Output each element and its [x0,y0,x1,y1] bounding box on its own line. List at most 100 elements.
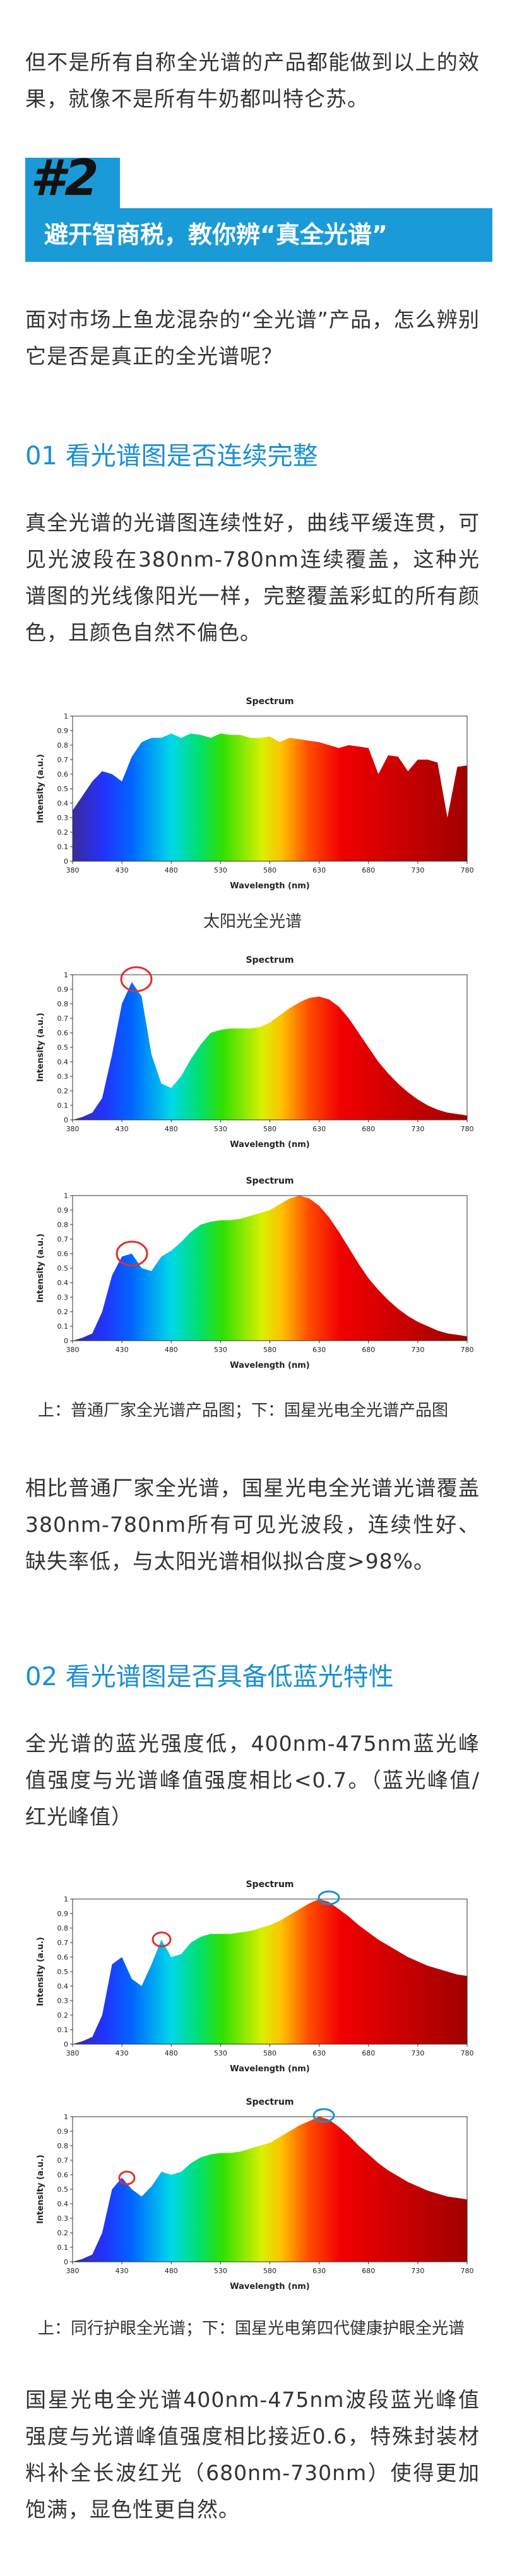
y-tick-label: 1 [64,971,68,979]
x-tick-label: 530 [214,866,227,874]
y-tick-label: 1 [64,1895,68,1903]
chart-title: Spectrum [246,2097,294,2107]
x-tick-label: 430 [116,2267,129,2275]
paragraph: 面对市场上鱼龙混杂的“全光谱”产品，怎么辨别它是否是真正的全光谱呢？ [25,307,480,368]
y-tick-label: 0.5 [57,785,69,793]
x-tick-label: 380 [66,2049,80,2057]
x-tick-label: 380 [66,1346,80,1354]
y-tick-label: 0.8 [57,2142,69,2150]
y-axis-label: Intensity (a.u.) [36,1937,45,2006]
y-tick-label: 0.5 [57,2185,69,2194]
y-tick-label: 0.1 [57,1102,69,1110]
paragraph: 全光谱的蓝光强度低，400nm-475nm蓝光峰值强度与光谱峰值强度相比<0.7… [25,1731,480,1829]
y-tick-label: 0.6 [57,2171,69,2179]
y-tick-label: 0.7 [57,1015,69,1023]
spectrum-area [73,2117,467,2262]
y-tick-label: 0.9 [57,1206,69,1214]
x-tick-label: 680 [362,1125,375,1133]
y-tick-label: 0.5 [57,1968,69,1976]
x-tick-label: 580 [263,2267,276,2275]
x-tick-label: 480 [165,2049,178,2057]
y-tick-label: 0.9 [57,985,69,994]
y-tick-label: 0.5 [57,1044,69,1052]
caption: 上：普通厂家全光谱产品图；下：国星光电全光谱产品图 [38,1401,449,1420]
y-tick-label: 0.2 [57,2011,69,2020]
x-tick-label: 380 [66,866,80,874]
y-tick-label: 0.1 [57,2244,69,2252]
x-tick-label: 630 [312,2049,326,2057]
y-tick-label: 1 [64,712,68,720]
paragraph: 相比普通厂家全光谱，国星光电全光谱光谱覆盖380nm-780nm所有可见光波段，… [25,1476,480,1573]
y-tick-label: 0.7 [57,2156,69,2165]
x-tick-label: 530 [214,2049,227,2057]
x-tick-label: 780 [461,866,474,874]
y-tick-label: 0.5 [57,1264,69,1273]
y-tick-label: 0 [64,2040,68,2049]
y-tick-label: 0.7 [57,1939,69,1947]
y-tick-label: 0.1 [57,843,69,851]
heading: 01 看光谱图是否连续完整 [25,442,318,471]
y-axis-label: Intensity (a.u.) [36,1013,45,1082]
spectrum-chart: Spectrum Wavelength (nm) Intensity (a.u.) 0… [36,955,474,1150]
section-title: 避开智商税，教你辨“真全光谱” [25,208,492,262]
spectrum-chart: Spectrum Wavelength (nm) Intensity (a.u.) 0… [36,2097,474,2291]
chart-title: Spectrum [246,1176,294,1186]
x-tick-label: 480 [165,1125,178,1133]
x-axis-label: Wavelength (nm) [230,881,309,891]
x-tick-label: 780 [461,2267,474,2275]
x-tick-label: 630 [312,2267,326,2275]
y-tick-label: 0.2 [57,1308,69,1316]
y-tick-label: 0.9 [57,727,69,735]
y-tick-label: 0 [64,2258,68,2266]
y-tick-label: 0.1 [57,2026,69,2034]
x-tick-label: 680 [362,2267,375,2275]
x-tick-label: 480 [165,866,178,874]
x-tick-label: 630 [312,866,326,874]
x-tick-label: 530 [214,1346,227,1354]
y-tick-label: 0 [64,857,68,866]
x-axis-label: Wavelength (nm) [230,1361,309,1370]
x-tick-label: 480 [165,1346,178,1354]
y-tick-label: 0.7 [57,1235,69,1244]
y-tick-label: 0.3 [57,1073,69,1081]
x-axis-label: Wavelength (nm) [230,2282,309,2291]
y-tick-label: 1 [64,2113,68,2121]
y-tick-label: 0.2 [57,2229,69,2237]
y-tick-label: 0.3 [57,2214,69,2223]
x-tick-label: 730 [411,2049,424,2057]
y-tick-label: 0.9 [57,1910,69,1918]
x-tick-label: 580 [263,2049,276,2057]
x-tick-label: 730 [411,866,424,874]
y-tick-label: 0.8 [57,741,69,750]
x-tick-label: 430 [116,2049,129,2057]
spectrum-area [73,982,467,1120]
highlight-circle [116,1240,148,1267]
y-tick-label: 0.8 [57,1924,69,1932]
x-tick-label: 530 [214,2267,227,2275]
y-axis-label: Intensity (a.u.) [36,754,45,823]
y-axis-label: Intensity (a.u.) [36,2155,45,2224]
heading: 02 看光谱图是否具备低蓝光特性 [25,1662,394,1691]
spectrum-chart: Spectrum Wavelength (nm) Intensity (a.u.) 0… [36,697,474,891]
y-tick-label: 0.2 [57,828,69,837]
x-tick-label: 630 [312,1346,326,1354]
x-tick-label: 680 [362,2049,375,2057]
x-axis-label: Wavelength (nm) [230,1140,309,1150]
x-tick-label: 530 [214,1125,227,1133]
y-tick-label: 0.4 [57,2200,69,2208]
spectrum-area [73,1899,467,2044]
highlight-circle [152,1931,172,1948]
y-tick-label: 0 [64,1116,68,1124]
y-tick-label: 0.3 [57,1293,69,1302]
x-tick-label: 430 [116,1125,129,1133]
chart-title: Spectrum [246,697,294,707]
x-axis-label: Wavelength (nm) [230,2064,309,2074]
x-tick-label: 730 [411,2267,424,2275]
x-tick-label: 730 [411,1346,424,1354]
y-tick-label: 0.1 [57,1322,69,1331]
x-tick-label: 580 [263,1125,276,1133]
y-tick-label: 0.6 [57,770,69,779]
x-tick-label: 430 [116,1346,129,1354]
paragraph: 但不是所有自称全光谱的产品都能做到以上的效果，就像不是所有牛奶都叫特仑苏。 [25,50,480,111]
y-axis-label: Intensity (a.u.) [36,1233,45,1303]
